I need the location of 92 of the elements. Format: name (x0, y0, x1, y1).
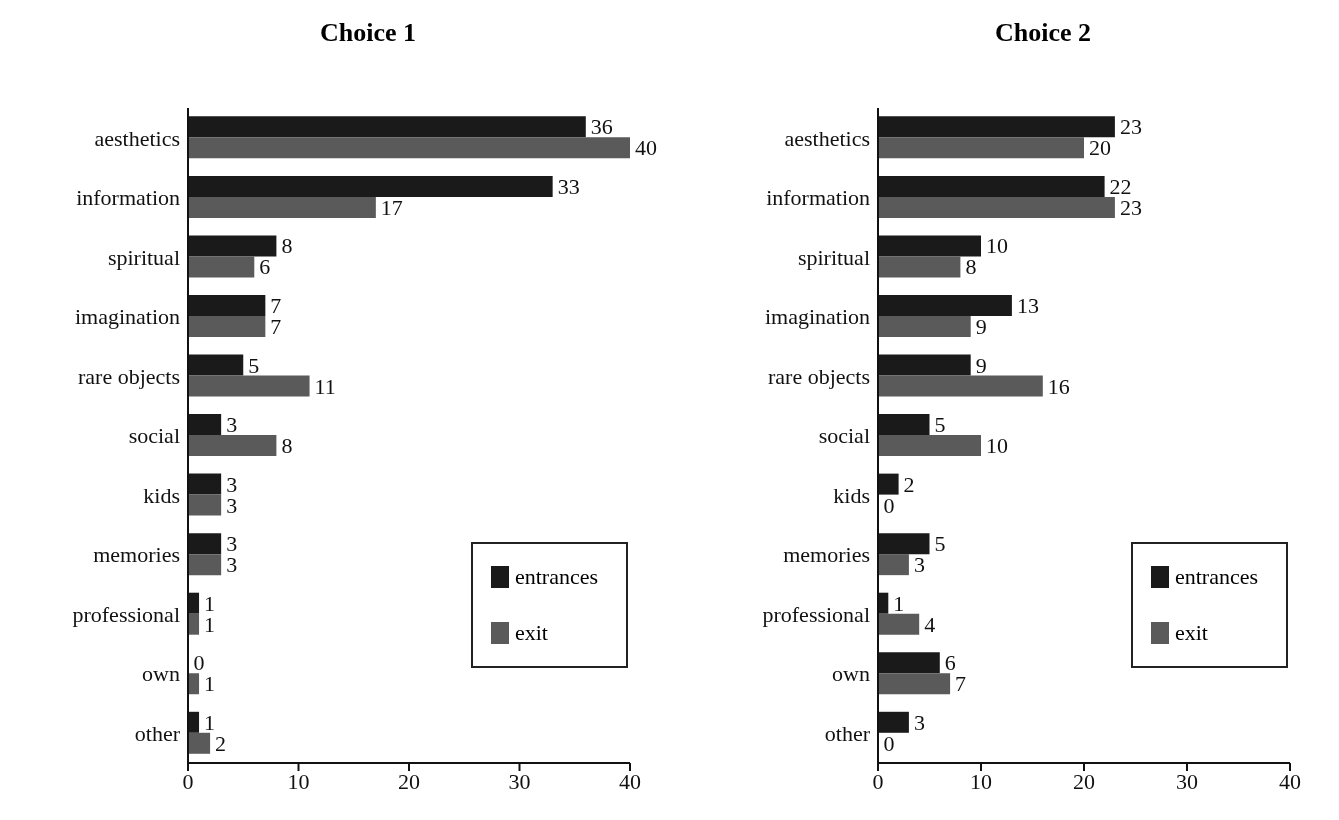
y-tick-label: professional (762, 601, 870, 627)
x-tick-label: 20 (1073, 768, 1095, 794)
data-label: 10 (986, 233, 1008, 259)
data-label: 4 (924, 611, 936, 637)
y-tick-label: social (818, 423, 870, 449)
data-label: 1 (204, 709, 216, 735)
x-tick-label: 30 (1176, 768, 1198, 794)
bar (878, 196, 1115, 218)
bar (188, 435, 277, 457)
data-label: 9 (975, 313, 987, 339)
bar (188, 673, 200, 695)
y-tick-label: kids (143, 482, 180, 508)
x-tick-label: 10 (287, 768, 310, 794)
data-label: 8 (281, 233, 293, 259)
bar (878, 435, 981, 457)
legend-label: exit (514, 620, 548, 646)
bar (188, 494, 222, 516)
chart-title: Choice 1 (318, 17, 417, 49)
data-label: 10 (986, 433, 1008, 459)
data-label: 9 (975, 352, 987, 378)
data-label: 5 (934, 531, 946, 557)
y-tick-label: rare objects (78, 363, 180, 389)
x-tick-label: 0 (182, 768, 194, 794)
data-label: 0 (193, 650, 205, 676)
data-label: 20 (1089, 135, 1111, 161)
x-tick-label: 20 (398, 768, 420, 794)
x-tick-label: 40 (1279, 768, 1301, 794)
data-label: 1 (893, 590, 905, 616)
y-tick-label: other (134, 721, 181, 747)
bar (878, 554, 909, 576)
y-tick-label: aesthetics (94, 125, 180, 151)
y-tick-label: kids (833, 482, 870, 508)
data-label: 40 (635, 135, 657, 161)
data-label: 8 (965, 254, 977, 280)
data-label: 11 (314, 373, 336, 399)
data-label: 8 (281, 433, 293, 459)
y-tick-label: other (824, 721, 871, 747)
data-label: 2 (903, 471, 915, 497)
data-label: 1 (204, 671, 216, 697)
data-label: 6 (944, 650, 956, 676)
bar (188, 375, 310, 397)
bar (188, 256, 255, 278)
y-tick-label: social (128, 423, 180, 449)
legend-label: exit (1174, 620, 1208, 646)
y-tick-label: imagination (74, 304, 180, 330)
y-tick-label: aesthetics (784, 125, 870, 151)
data-label: 0 (883, 492, 895, 518)
data-label: 0 (883, 730, 895, 756)
x-tick-label: 40 (619, 768, 641, 794)
data-label: 3 (913, 552, 925, 578)
y-tick-label: memories (783, 542, 870, 568)
y-tick-label: memories (93, 542, 180, 568)
bar (878, 673, 951, 695)
bar (878, 613, 920, 635)
legend-label: entrances (1174, 564, 1258, 590)
bar (188, 554, 222, 576)
data-label: 5 (934, 412, 946, 438)
bar (188, 315, 266, 337)
bar (188, 732, 211, 754)
bar (188, 196, 376, 218)
bar (878, 315, 971, 337)
x-tick-label: 10 (970, 768, 992, 794)
y-tick-label: own (142, 661, 180, 687)
data-label: 13 (1016, 292, 1039, 318)
bar (878, 256, 961, 278)
data-label: 3 (226, 412, 238, 438)
y-tick-label: spiritual (797, 244, 870, 270)
y-tick-label: information (766, 185, 870, 211)
data-label: 6 (259, 254, 271, 280)
bar (878, 137, 1084, 159)
bar (188, 613, 200, 635)
data-label: 17 (380, 194, 403, 220)
data-label: 16 (1047, 373, 1070, 399)
x-tick-label: 0 (872, 768, 884, 794)
y-tick-label: spiritual (107, 244, 180, 270)
legend-label: entrances (514, 564, 598, 590)
chart-title: Choice 2 (993, 17, 1092, 49)
data-label: 5 (248, 352, 260, 378)
bar (188, 137, 630, 159)
data-label: 36 (590, 114, 613, 140)
y-tick-label: own (832, 661, 870, 687)
y-tick-label: information (76, 185, 180, 211)
x-tick-label: 30 (508, 768, 531, 794)
y-tick-label: professional (72, 601, 180, 627)
data-label: 33 (557, 173, 580, 199)
data-label: 7 (955, 671, 967, 697)
data-label: 2 (215, 730, 227, 756)
y-tick-label: rare objects (768, 363, 870, 389)
bar (878, 375, 1043, 397)
data-label: 3 (913, 709, 925, 735)
y-tick-label: imagination (764, 304, 870, 330)
data-label: 23 (1119, 114, 1142, 140)
